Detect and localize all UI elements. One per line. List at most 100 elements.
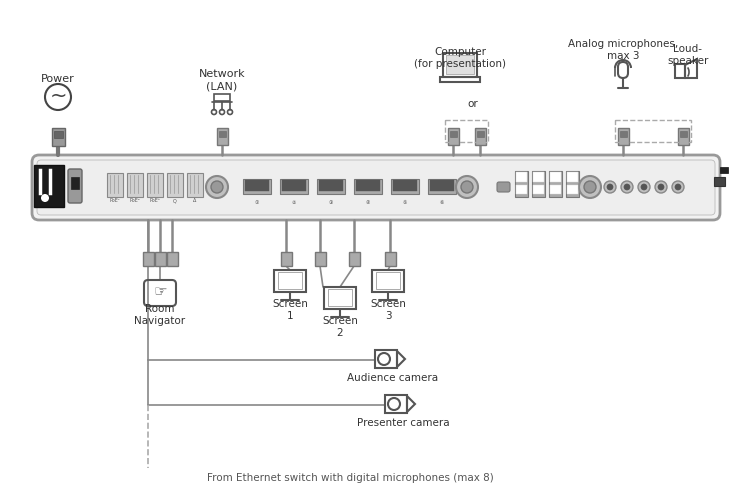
Bar	[315, 252, 326, 266]
Bar	[372, 270, 404, 292]
Bar	[376, 272, 400, 289]
Text: ⑤: ⑤	[403, 200, 407, 205]
Bar	[620, 131, 627, 137]
Circle shape	[211, 181, 223, 193]
Text: Screen
1: Screen 1	[272, 299, 308, 321]
Bar	[391, 179, 419, 194]
Bar	[385, 252, 396, 266]
Text: ③: ③	[328, 200, 333, 205]
Circle shape	[638, 181, 650, 193]
Circle shape	[655, 181, 667, 193]
Bar	[280, 179, 308, 194]
Bar	[328, 289, 352, 306]
FancyBboxPatch shape	[37, 160, 715, 215]
Text: ☞: ☞	[153, 284, 166, 299]
Text: Screen
2: Screen 2	[322, 316, 358, 338]
Circle shape	[604, 181, 616, 193]
Bar	[167, 252, 178, 266]
Bar	[675, 64, 685, 78]
Text: Audience camera: Audience camera	[347, 373, 439, 383]
Text: PoE²: PoE²	[130, 199, 140, 204]
Bar	[274, 270, 306, 292]
Bar	[566, 171, 579, 197]
Bar	[550, 185, 561, 194]
Bar	[618, 128, 629, 145]
Bar	[319, 180, 343, 191]
Bar	[187, 173, 203, 197]
FancyBboxPatch shape	[32, 155, 720, 220]
Circle shape	[624, 184, 630, 190]
Circle shape	[641, 184, 647, 190]
Bar	[549, 171, 562, 197]
Bar	[475, 128, 486, 145]
Circle shape	[206, 176, 228, 198]
Text: PoE¹: PoE¹	[110, 199, 120, 204]
Bar	[446, 55, 474, 74]
Bar	[477, 131, 484, 137]
Bar	[349, 252, 360, 266]
Text: ⑥: ⑥	[440, 200, 444, 205]
Bar	[356, 180, 380, 191]
Bar	[71, 177, 79, 189]
Circle shape	[658, 184, 664, 190]
Bar	[214, 94, 230, 101]
Bar	[532, 171, 545, 197]
Circle shape	[621, 181, 633, 193]
Bar	[155, 252, 166, 266]
Bar	[317, 179, 345, 194]
Bar	[428, 179, 456, 194]
Circle shape	[672, 181, 684, 193]
Bar	[375, 350, 397, 368]
Text: Analog microphones,
max 3: Analog microphones, max 3	[568, 39, 678, 61]
Text: PoE³: PoE³	[149, 199, 160, 204]
Circle shape	[607, 184, 613, 190]
Bar	[354, 179, 382, 194]
Circle shape	[461, 181, 473, 193]
Bar	[516, 172, 527, 182]
Bar	[680, 131, 687, 137]
Bar	[281, 252, 292, 266]
Text: ④: ④	[366, 200, 370, 205]
Text: Room
Navigator: Room Navigator	[134, 304, 185, 326]
Text: ②: ②	[292, 200, 296, 205]
Text: Screen
3: Screen 3	[370, 299, 406, 321]
Bar	[147, 173, 163, 197]
Bar	[143, 252, 154, 266]
Bar	[243, 179, 271, 194]
Bar	[440, 77, 480, 82]
Bar	[533, 185, 544, 194]
Circle shape	[456, 176, 478, 198]
Text: Network
(LAN): Network (LAN)	[199, 69, 245, 91]
Bar	[678, 128, 689, 145]
Bar	[217, 128, 228, 145]
Bar	[567, 185, 578, 194]
Bar	[516, 185, 527, 194]
Bar	[219, 131, 226, 137]
Text: ①: ①	[255, 200, 260, 205]
Text: Δ: Δ	[194, 199, 196, 204]
Bar	[550, 172, 561, 182]
Text: ~: ~	[50, 86, 67, 106]
Bar	[533, 172, 544, 182]
Bar	[714, 177, 725, 186]
Bar	[127, 173, 143, 197]
Bar	[54, 131, 63, 138]
Bar	[324, 287, 356, 309]
Text: Q: Q	[173, 199, 177, 204]
Bar	[278, 272, 302, 289]
Circle shape	[41, 194, 49, 202]
Bar	[52, 128, 65, 146]
Bar	[430, 180, 454, 191]
Bar	[167, 173, 183, 197]
Bar	[567, 172, 578, 182]
Bar	[443, 53, 477, 77]
Text: or: or	[468, 99, 478, 109]
Text: From Ethernet switch with digital microphones (max 8): From Ethernet switch with digital microp…	[206, 473, 494, 483]
Bar	[282, 180, 306, 191]
Bar	[720, 167, 728, 173]
Bar	[450, 131, 457, 137]
Bar	[393, 180, 417, 191]
Circle shape	[584, 181, 596, 193]
FancyBboxPatch shape	[497, 182, 510, 192]
Text: Power: Power	[41, 74, 75, 84]
